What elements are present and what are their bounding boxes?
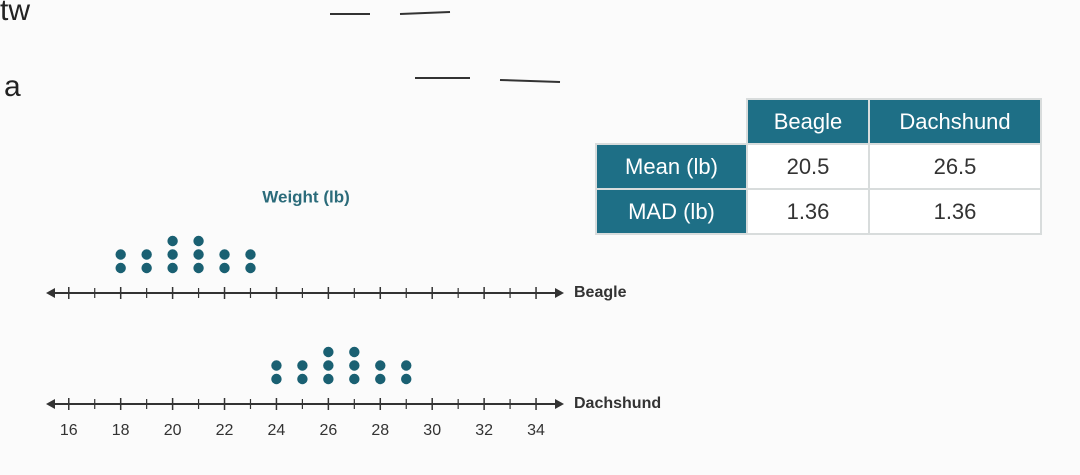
cell: 1.36: [868, 188, 1042, 235]
dot: [193, 235, 204, 247]
x-tick-label: 24: [268, 422, 286, 439]
dot: [323, 360, 334, 371]
x-tick-label: 20: [164, 422, 182, 439]
row-header: MAD (lb): [595, 188, 748, 235]
series-label: Dachshund: [574, 395, 661, 412]
cell: 26.5: [868, 143, 1042, 190]
dot: [167, 262, 178, 274]
dot: [349, 373, 360, 385]
dot: [193, 262, 204, 274]
axis-arrow: [555, 288, 564, 298]
dot: [219, 262, 230, 274]
text-fragment: a: [4, 70, 21, 103]
dot: [271, 373, 282, 385]
dot: [193, 249, 204, 260]
dot: [375, 360, 386, 371]
dot: [219, 249, 230, 260]
x-tick-label: 16: [60, 422, 78, 439]
corner: [596, 99, 747, 144]
dot: [115, 262, 126, 274]
dot: [297, 360, 308, 371]
series-label: Beagle: [574, 284, 627, 301]
dot: [401, 360, 412, 371]
decoration: [399, 11, 451, 15]
axis-arrow: [46, 399, 55, 409]
dot: [115, 249, 126, 260]
x-tick-label: 32: [475, 422, 493, 439]
dot: [141, 262, 152, 274]
decoration: [499, 79, 561, 83]
x-tick-label: 18: [112, 422, 130, 439]
x-tick-label: 28: [371, 422, 389, 439]
dot: [245, 262, 256, 274]
cell: 1.36: [746, 188, 870, 235]
text-fragment: tw: [0, 0, 30, 27]
column-header: Beagle: [746, 98, 870, 145]
x-tick-label: 30: [423, 422, 441, 439]
dot: [323, 373, 334, 385]
dot: [167, 249, 178, 260]
x-tick-label: 26: [319, 422, 337, 439]
chart-title: Weight (lb): [262, 187, 350, 206]
axis-arrow: [46, 288, 55, 298]
dot: [349, 346, 360, 358]
dot: [401, 373, 412, 385]
dot: [167, 235, 178, 247]
x-tick-label: 22: [216, 422, 234, 439]
dot: [245, 249, 256, 260]
dot: [349, 360, 360, 371]
dot: [323, 346, 334, 358]
dot: [375, 373, 386, 385]
axis-arrow: [555, 399, 564, 409]
dot: [271, 360, 282, 371]
dot: [141, 249, 152, 260]
column-header: Dachshund: [868, 98, 1042, 145]
x-tick-label: 34: [527, 422, 545, 439]
stats-table: Beagle Dachshund Mean (lb) 20.5 26.5 MAD…: [595, 98, 1042, 235]
dot: [297, 373, 308, 385]
cell: 20.5: [746, 143, 870, 190]
row-header: Mean (lb): [595, 143, 748, 190]
